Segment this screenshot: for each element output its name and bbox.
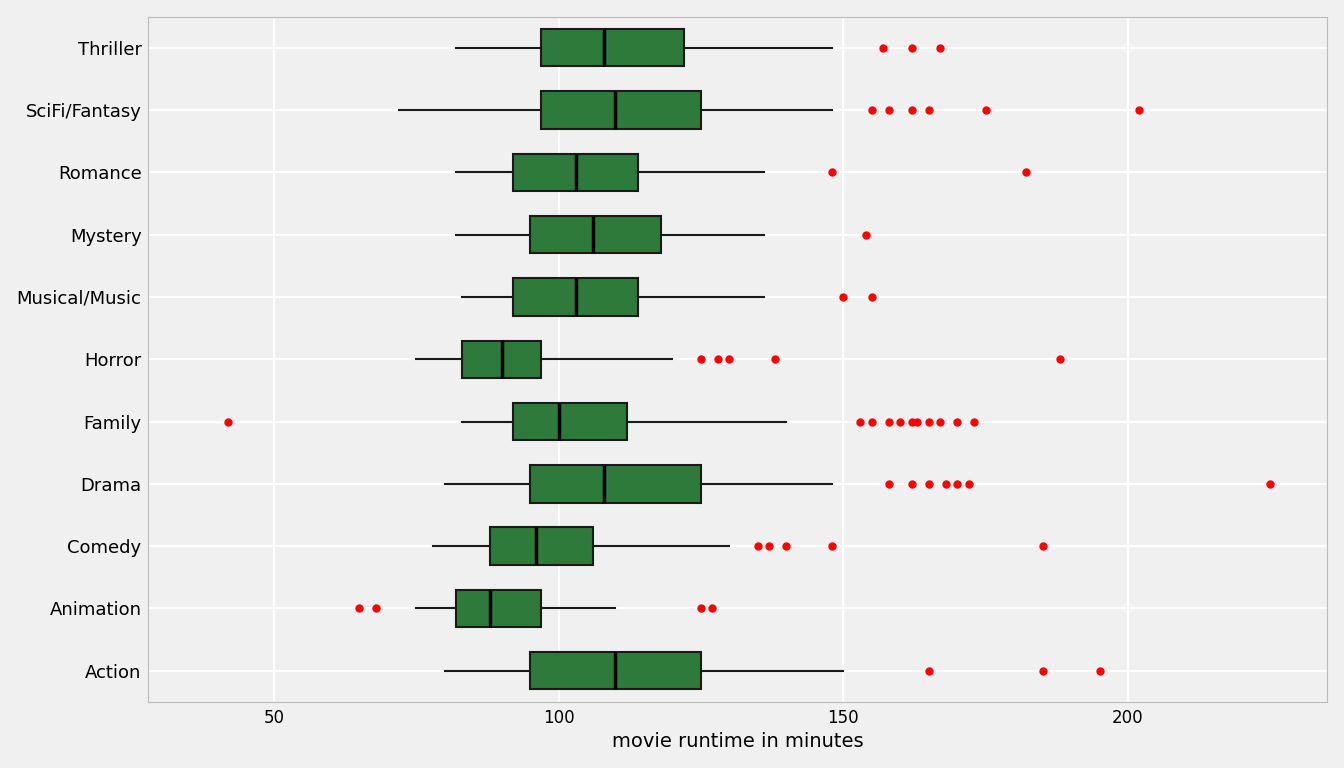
PathPatch shape [513, 278, 638, 316]
PathPatch shape [530, 465, 700, 502]
PathPatch shape [542, 29, 684, 67]
PathPatch shape [513, 154, 638, 191]
PathPatch shape [491, 528, 593, 564]
PathPatch shape [542, 91, 700, 129]
PathPatch shape [513, 403, 626, 440]
X-axis label: movie runtime in minutes: movie runtime in minutes [612, 733, 864, 751]
PathPatch shape [530, 652, 700, 690]
PathPatch shape [462, 340, 542, 378]
PathPatch shape [456, 590, 542, 627]
PathPatch shape [530, 216, 661, 253]
